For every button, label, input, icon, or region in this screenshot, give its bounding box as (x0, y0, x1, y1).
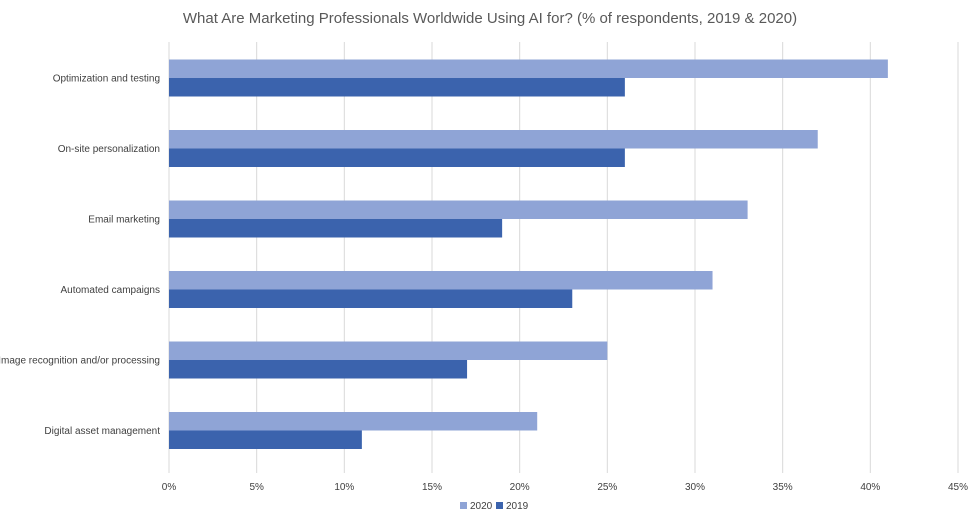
x-tick-label: 45% (948, 482, 968, 493)
legend-swatch (460, 502, 467, 509)
x-tick-label: 0% (162, 482, 177, 493)
category-label: On-site personalization (58, 144, 160, 155)
bars (169, 59, 888, 449)
bar-2019-5 (169, 430, 362, 449)
x-tick-label: 15% (422, 482, 442, 493)
x-tick-label: 30% (685, 482, 705, 493)
bar-2020-3 (169, 271, 713, 290)
x-tick-label: 10% (334, 482, 354, 493)
legend-swatch (496, 502, 503, 509)
x-tick-label: 5% (249, 482, 264, 493)
category-label: Email marketing (88, 215, 160, 226)
category-label: Image recognition and/or processing (0, 356, 160, 367)
bar-2019-2 (169, 219, 503, 238)
chart-title: What Are Marketing Professionals Worldwi… (183, 10, 797, 27)
bar-2020-1 (169, 130, 818, 149)
x-tick-label: 40% (860, 482, 880, 493)
x-tick-label: 25% (597, 482, 617, 493)
legend: 2020 2019 (460, 501, 529, 512)
x-tick-label: 35% (773, 482, 793, 493)
bar-2020-4 (169, 341, 608, 360)
bar-2019-3 (169, 289, 573, 308)
bar-2019-0 (169, 78, 625, 97)
bar-2020-5 (169, 412, 538, 431)
legend-label: 2019 (506, 501, 529, 512)
bar-2019-4 (169, 360, 468, 379)
x-tick-labels: 0% 5% 10% 15% 20% 25% 30% 35% 40% 45% (162, 482, 968, 493)
category-label: Digital asset management (44, 426, 160, 437)
x-tick-label: 20% (510, 482, 530, 493)
legend-label: 2020 (470, 501, 493, 512)
bar-2020-2 (169, 200, 748, 219)
category-labels: Optimization and testing On-site personal… (0, 74, 160, 438)
gridlines (168, 42, 959, 473)
bar-2019-1 (169, 148, 625, 167)
category-label: Automated campaigns (60, 285, 160, 296)
bar-2020-0 (169, 59, 888, 78)
category-label: Optimization and testing (53, 74, 160, 85)
